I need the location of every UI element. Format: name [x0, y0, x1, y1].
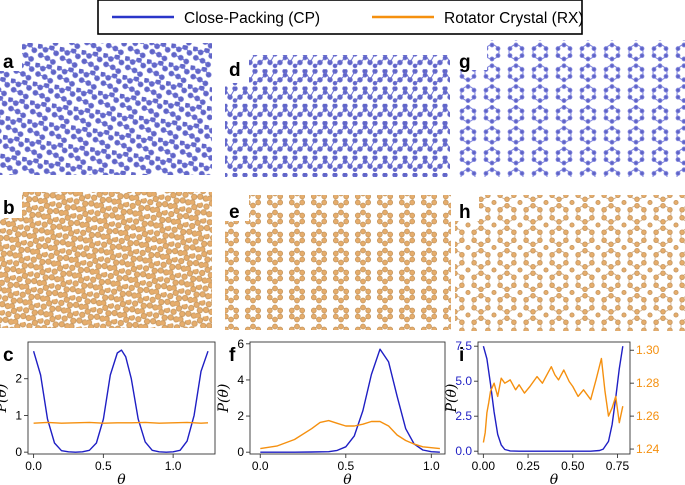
y-axis-label: P(θ) [0, 384, 10, 414]
y-right-tick-label: 1.24 [636, 442, 660, 456]
panel-label-e: e [229, 202, 240, 223]
axes-frame [27, 341, 216, 455]
panel-labels: a d g b e h c f i [3, 52, 471, 366]
x-axis-label: θ [550, 472, 559, 485]
y-right-tick-label: 1.30 [636, 343, 660, 357]
axes-frame [249, 341, 446, 455]
y-tick-label: 4 [237, 373, 244, 387]
panel-label-a: a [3, 52, 14, 73]
legend-box [97, 0, 583, 35]
series-line-rx [482, 357, 624, 443]
x-tick-label: 1.0 [423, 459, 440, 473]
y-tick-label: 5.0 [455, 374, 472, 388]
x-tick-label: 0.25 [516, 459, 540, 473]
series-line-cp [32, 349, 209, 453]
x-tick-label: 0.0 [252, 459, 269, 473]
y-tick-label: 0 [15, 445, 22, 459]
chart-c: 0.0 0.5 1.0 0 1 2 θ P(θ) [0, 341, 216, 485]
y-tick-label: 7.5 [455, 339, 472, 353]
panel-label-b: b [3, 198, 15, 219]
panel-label-f: f [229, 345, 236, 366]
series-line-rx [260, 419, 440, 450]
snapshot-panels [0, 40, 685, 331]
y-axis-label: P(θ) [444, 384, 460, 414]
snapshot-h [455, 195, 685, 331]
y-tick-label: 2 [15, 372, 22, 386]
legend-label-rx: Rotator Crystal (RX) [444, 10, 584, 27]
y-tick-label: 6 [237, 337, 244, 351]
snapshot-a [0, 43, 212, 175]
y-right-tick-label: 1.26 [636, 409, 660, 423]
snapshot-e [225, 195, 451, 330]
y-axis-label: P(θ) [216, 384, 232, 414]
y-tick-label: 0 [237, 445, 244, 459]
series-line-cp [260, 348, 440, 453]
axes-frame [477, 341, 631, 455]
panel-label-d: d [229, 60, 241, 81]
x-tick-label: 0.00 [472, 459, 496, 473]
x-tick-label: 0.5 [337, 459, 354, 473]
y-tick-label: 0.0 [455, 444, 472, 458]
panel-label-i: i [459, 345, 464, 366]
panel-label-c: c [3, 345, 14, 366]
panel-label-h: h [459, 202, 471, 223]
x-tick-label: 0.50 [561, 459, 585, 473]
y-tick-label: 1 [15, 408, 22, 422]
x-tick-label: 1.0 [165, 459, 182, 473]
panel-label-g: g [459, 52, 471, 73]
snapshot-g [455, 40, 685, 177]
y-tick-label: 2.5 [455, 409, 472, 423]
series-line-cp [482, 346, 624, 452]
x-tick-label: 0.5 [95, 459, 112, 473]
x-tick-label: 0.0 [25, 459, 42, 473]
snapshot-b [0, 192, 212, 328]
chart-f: 0.0 0.5 1.0 0 2 4 6 θ P(θ) [216, 337, 446, 485]
x-tick-label: 0.75 [606, 459, 630, 473]
legend: Close-Packing (CP) Rotator Crystal (RX) [97, 0, 584, 35]
x-axis-label: θ [117, 472, 126, 485]
x-axis-label: θ [343, 472, 352, 485]
legend-label-cp: Close-Packing (CP) [184, 10, 320, 27]
y-right-tick-label: 1.28 [636, 376, 660, 390]
y-tick-label: 2 [237, 409, 244, 423]
snapshot-d [225, 55, 450, 177]
chart-i: 0.00 0.25 0.50 0.75 0.0 2.5 5.0 7.5 1.24 1.26 1.28… [444, 339, 660, 485]
series-line-rx [33, 421, 209, 424]
